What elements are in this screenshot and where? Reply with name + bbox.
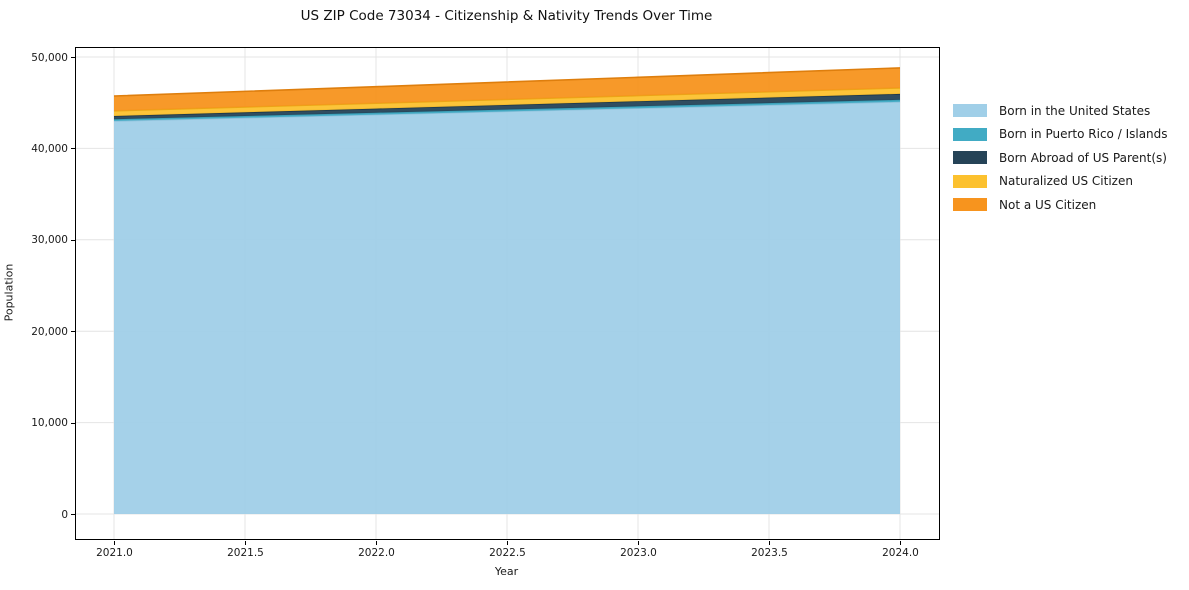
x-tick-label: 2022.5: [489, 547, 526, 559]
x-tick-label: 2022.0: [358, 547, 395, 559]
x-tick-label: 2024.0: [882, 547, 919, 559]
area-series-3: [114, 87, 900, 116]
area-series-0: [114, 101, 900, 515]
legend-label: Born in the United States: [999, 103, 1151, 118]
legend-swatch: [953, 127, 987, 141]
legend-swatch: [953, 151, 987, 164]
chart-title: US ZIP Code 73034 - Citizenship & Nativi…: [300, 8, 713, 24]
legend-swatch: [953, 198, 987, 211]
x-tick-mark: [768, 541, 771, 545]
x-axis-label: Year: [494, 565, 519, 578]
y-tick-label: 10,000: [31, 417, 68, 430]
y-tick-mark: [71, 56, 75, 59]
legend-label: Born Abroad of US Parent(s): [999, 150, 1167, 165]
stacked-area-svg: [76, 48, 939, 539]
area-series-edge-2: [113, 93, 901, 117]
x-tick-mark: [244, 541, 247, 545]
x-tick-mark: [637, 541, 640, 545]
x-tick-label: 2023.0: [620, 547, 657, 559]
legend-item-2: Born Abroad of US Parent(s): [953, 150, 1168, 165]
x-tick-label: 2021.0: [96, 547, 133, 559]
y-tick-label: 30,000: [31, 234, 68, 247]
legend-label: Not a US Citizen: [999, 197, 1097, 212]
x-tick-mark: [506, 541, 509, 545]
area-series-4: [114, 67, 900, 111]
y-tick-mark: [71, 422, 75, 424]
x-tick-mark: [899, 541, 902, 545]
area-layer: [113, 67, 901, 515]
legend-swatch: [953, 174, 987, 188]
x-tick-mark: [113, 541, 116, 545]
x-tick-mark: [375, 541, 378, 545]
y-tick-label: 0: [61, 508, 68, 521]
area-series-edge-4: [113, 67, 901, 97]
y-tick-mark: [71, 239, 75, 241]
legend-item-0: Born in the United States: [953, 103, 1168, 118]
plot-area: [75, 47, 940, 540]
y-tick-label: 50,000: [31, 51, 68, 64]
legend-item-4: Not a US Citizen: [953, 197, 1168, 212]
legend-label: Born in Puerto Rico / Islands: [999, 127, 1168, 141]
y-tick-mark: [71, 148, 75, 150]
legend-item-1: Born in Puerto Rico / Islands: [953, 127, 1168, 141]
y-tick-label: 20,000: [31, 325, 68, 338]
x-tick-label: 2021.5: [227, 547, 264, 559]
y-tick-mark: [71, 331, 75, 333]
y-tick-label: 40,000: [31, 142, 68, 155]
area-series-2: [114, 93, 900, 120]
y-tick-mark: [71, 513, 75, 516]
x-tick-label: 2023.5: [751, 547, 788, 559]
legend-label: Naturalized US Citizen: [999, 174, 1133, 188]
legend-swatch: [953, 104, 987, 117]
legend: Born in the United States Born in Puerto …: [953, 103, 1168, 212]
y-axis-label: Population: [2, 263, 16, 322]
legend-item-3: Naturalized US Citizen: [953, 174, 1168, 188]
